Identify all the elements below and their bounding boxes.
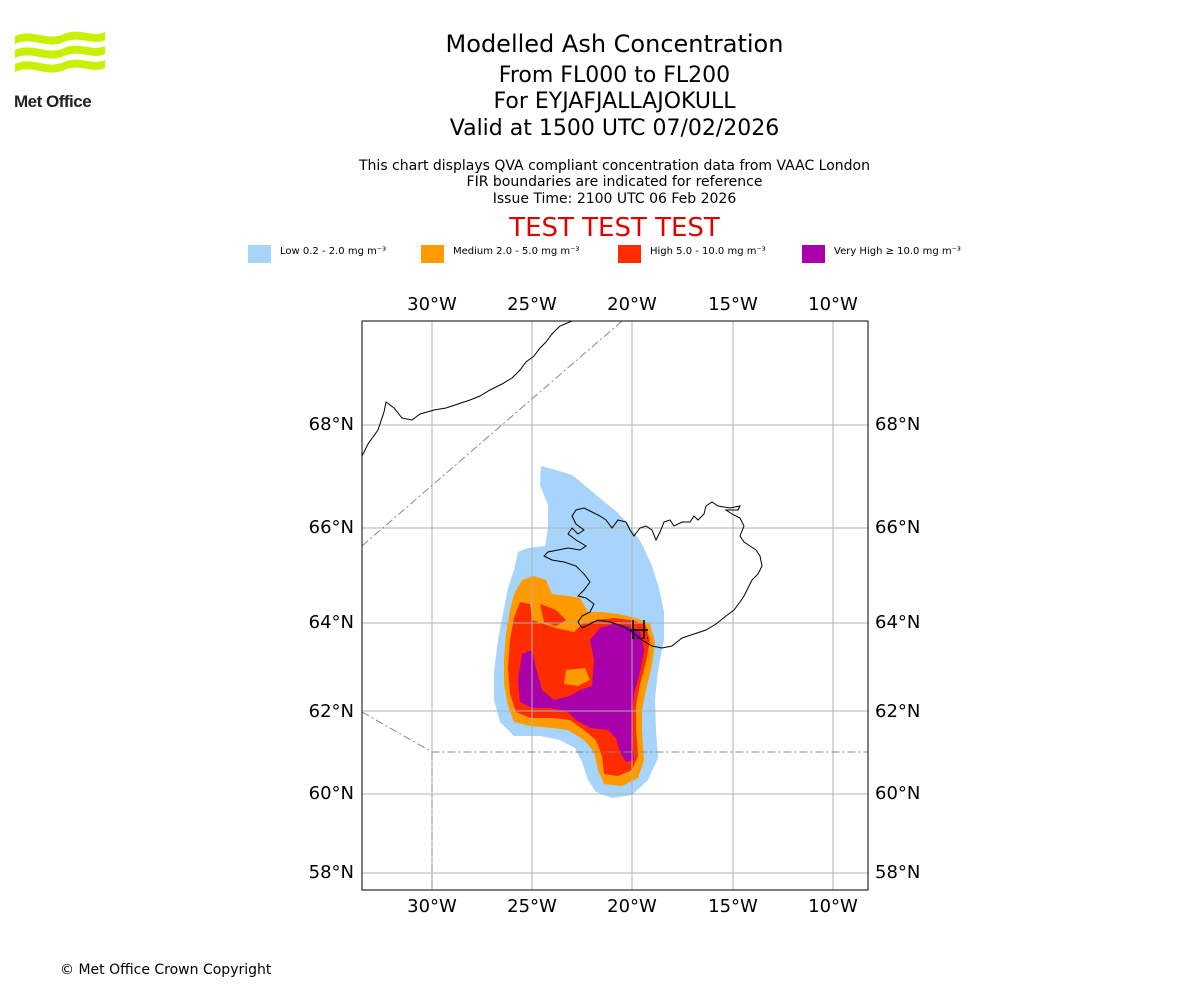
lon-label-top: 30°W	[407, 294, 457, 315]
lon-label-top: 25°W	[507, 294, 557, 315]
ash-zone-high-patch	[540, 604, 566, 626]
fir-note: FIR boundaries are indicated for referen…	[466, 174, 763, 190]
lat-label-left: 68°N	[309, 414, 354, 435]
lon-label-top: 15°W	[708, 294, 758, 315]
lat-label-left: 58°N	[309, 862, 354, 883]
lon-label-bottom: 15°W	[708, 896, 758, 917]
copyright: © Met Office Crown Copyright	[60, 962, 272, 978]
lon-label-top: 10°W	[808, 294, 858, 315]
lat-label-right: 68°N	[875, 414, 920, 435]
lat-label-left: 62°N	[309, 701, 354, 722]
legend-swatch-low	[248, 245, 271, 263]
lat-label-left: 66°N	[309, 517, 354, 538]
ash-zone-very-high	[518, 624, 644, 762]
chart-title: Modelled Ash Concentration	[445, 30, 784, 58]
legend-label-high: High 5.0 - 10.0 mg m⁻³	[650, 246, 766, 257]
lon-label-top: 20°W	[607, 294, 657, 315]
greenland-coastline	[362, 321, 573, 457]
lat-label-right: 58°N	[875, 862, 920, 883]
lon-label-bottom: 25°W	[507, 896, 557, 917]
valid-time: Valid at 1500 UTC 07/02/2026	[449, 116, 780, 141]
test-banner: TEST TEST TEST	[509, 213, 720, 243]
map-frame	[361, 320, 869, 891]
lat-label-right: 60°N	[875, 783, 920, 804]
issue-time: Issue Time: 2100 UTC 06 Feb 2026	[492, 191, 737, 207]
lon-label-bottom: 10°W	[808, 896, 858, 917]
lon-label-bottom: 30°W	[407, 896, 457, 917]
compliance-note: This chart displays QVA compliant concen…	[359, 158, 870, 174]
ash-zone-medium-island	[564, 668, 590, 686]
gridlines	[362, 321, 868, 890]
lat-label-left: 60°N	[309, 783, 354, 804]
volcano-marker-icon	[630, 620, 648, 639]
logo-text: Met Office	[14, 92, 92, 111]
lat-label-right: 64°N	[875, 612, 920, 633]
met-office-logo-icon	[15, 31, 105, 73]
lat-label-right: 66°N	[875, 517, 920, 538]
legend-swatch-high	[618, 245, 641, 263]
legend-swatch-medium	[421, 245, 444, 263]
flight-level-range: From FL000 to FL200	[498, 63, 731, 88]
lon-label-bottom: 20°W	[607, 896, 657, 917]
legend-swatch-very-high	[802, 245, 825, 263]
legend-label-low: Low 0.2 - 2.0 mg m⁻³	[280, 246, 387, 257]
legend-label-very-high: Very High ≥ 10.0 mg m⁻³	[834, 246, 961, 257]
lat-label-right: 62°N	[875, 701, 920, 722]
volcano-name: For EYJAFJALLAJOKULL	[493, 89, 736, 114]
legend-label-medium: Medium 2.0 - 5.0 mg m⁻³	[453, 246, 580, 257]
fir-boundaries	[362, 321, 868, 890]
iceland-coastline	[543, 501, 763, 649]
lat-label-left: 64°N	[309, 612, 354, 633]
